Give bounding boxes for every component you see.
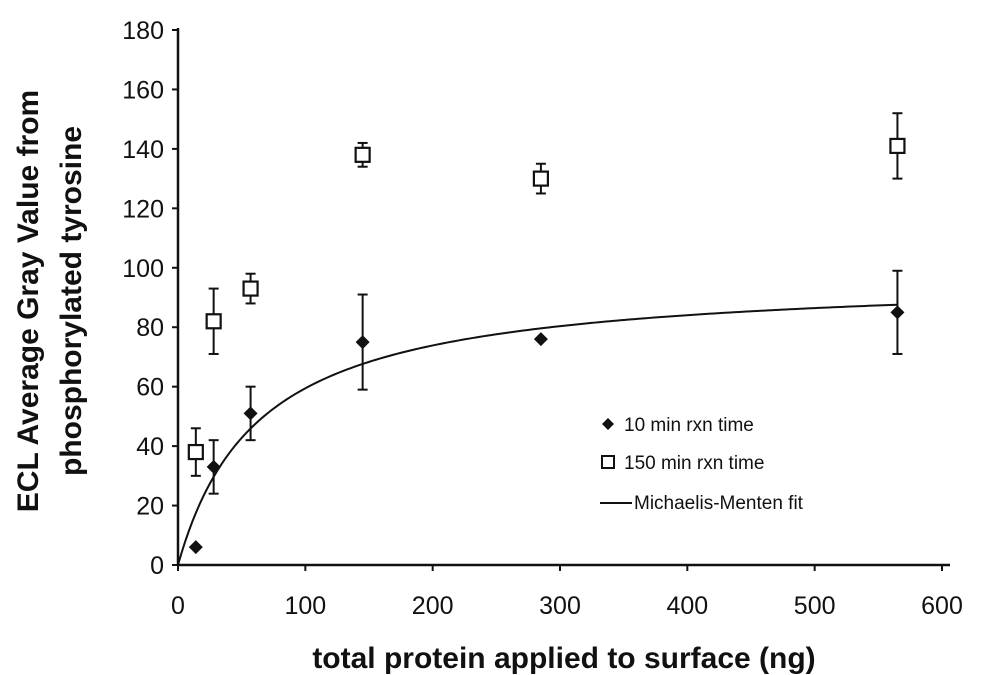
x-tick-label: 600	[921, 592, 963, 620]
x-tick-label: 200	[412, 592, 454, 620]
data-point-10min	[243, 406, 258, 421]
y-tick-label: 100	[122, 255, 164, 283]
data-point-10min	[890, 305, 905, 320]
y-tick-label: 20	[136, 493, 164, 521]
y-axis-title-line-2: phosphorylated tyrosine	[55, 126, 88, 476]
data-point-150min	[354, 146, 371, 163]
legend: 10 min rxn time 150 min rxn time Michael…	[600, 415, 804, 514]
x-tick-label: 400	[666, 592, 708, 620]
y-axis-title-line-1: ECL Average Gray Value from	[12, 90, 45, 512]
data-point-150min	[532, 170, 550, 187]
legend-label-fit: Michaelis-Menten fit	[634, 493, 804, 514]
data-point-10min	[533, 332, 548, 347]
data-point-150min	[205, 313, 222, 330]
legend-diamond-marker	[602, 418, 614, 430]
legend-label-10min: 10 min rxn time	[624, 415, 754, 436]
x-tick-label: 300	[539, 592, 581, 620]
legend-item-10min: 10 min rxn time	[602, 415, 754, 436]
x-tick-label: 100	[284, 592, 326, 620]
data-point-150min	[242, 280, 259, 297]
y-tick-label: 40	[136, 433, 164, 461]
x-axis-title: total protein applied to surface (ng)	[312, 642, 815, 675]
y-tick-label: 180	[122, 17, 164, 45]
legend-item-150min: 150 min rxn time	[601, 453, 764, 474]
y-tick-label: 140	[122, 136, 164, 164]
y-tick-label: 80	[136, 314, 164, 342]
legend-label-150min: 150 min rxn time	[624, 453, 764, 474]
y-axis-title: ECL Average Gray Value from phosphorylat…	[12, 90, 88, 512]
y-tick-label: 0	[150, 552, 164, 580]
data-point-150min	[187, 443, 204, 461]
x-tick-label: 500	[794, 592, 836, 620]
plot-area	[176, 28, 950, 567]
y-tick-label: 120	[122, 195, 164, 223]
fit-layer	[177, 303, 898, 566]
data-point-10min	[206, 459, 221, 474]
errorbar-layer	[190, 112, 903, 495]
y-tick-label: 160	[122, 76, 164, 104]
y-tick-label: 60	[136, 374, 164, 402]
y-ticks: 0 20 40 60 80 100 120 140 160 180	[122, 17, 178, 580]
legend-square-marker	[601, 455, 615, 469]
data-point-150min	[889, 137, 906, 155]
michaelis-menten-fit-line	[177, 303, 898, 566]
data-point-10min	[188, 540, 203, 555]
x-tick-label: 0	[171, 592, 185, 620]
legend-item-fit: Michaelis-Menten fit	[600, 493, 804, 514]
data-point-10min	[355, 335, 370, 350]
marker-layer	[187, 137, 906, 555]
x-ticks: 0 100 200 300 400 500 600	[171, 565, 963, 620]
